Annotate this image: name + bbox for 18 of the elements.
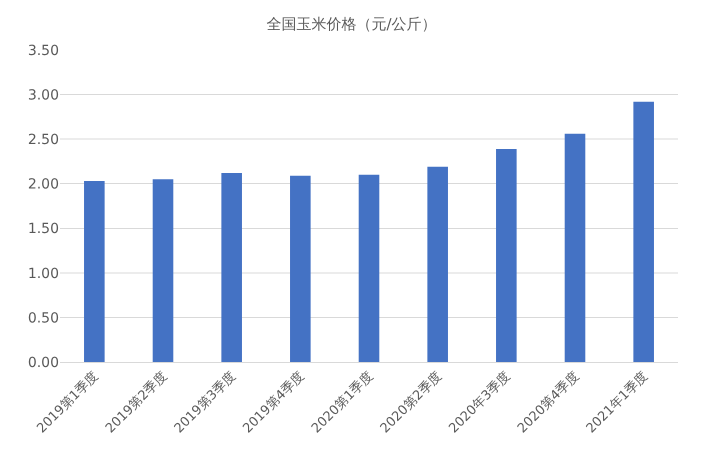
- y-tick-label: 3.00: [28, 87, 59, 104]
- y-tick-label: 0.50: [28, 310, 59, 326]
- chart-title: 全国玉米价格（元/公斤）: [266, 15, 437, 34]
- y-tick-label: 2.00: [28, 176, 59, 193]
- y-tick-label: 2.50: [28, 132, 59, 148]
- y-tick-label: 3.50: [28, 42, 59, 59]
- bar: [84, 181, 105, 362]
- bar: [633, 102, 654, 362]
- bar: [290, 176, 311, 362]
- bar: [221, 173, 242, 362]
- y-tick-label: 1.50: [28, 221, 59, 238]
- y-tick-label: 1.00: [28, 266, 59, 282]
- bar: [564, 134, 586, 362]
- bar: [496, 148, 517, 362]
- bar: [152, 179, 174, 362]
- y-tick-label: 0.00: [28, 354, 59, 371]
- bar: [427, 166, 448, 362]
- bar: [358, 174, 380, 362]
